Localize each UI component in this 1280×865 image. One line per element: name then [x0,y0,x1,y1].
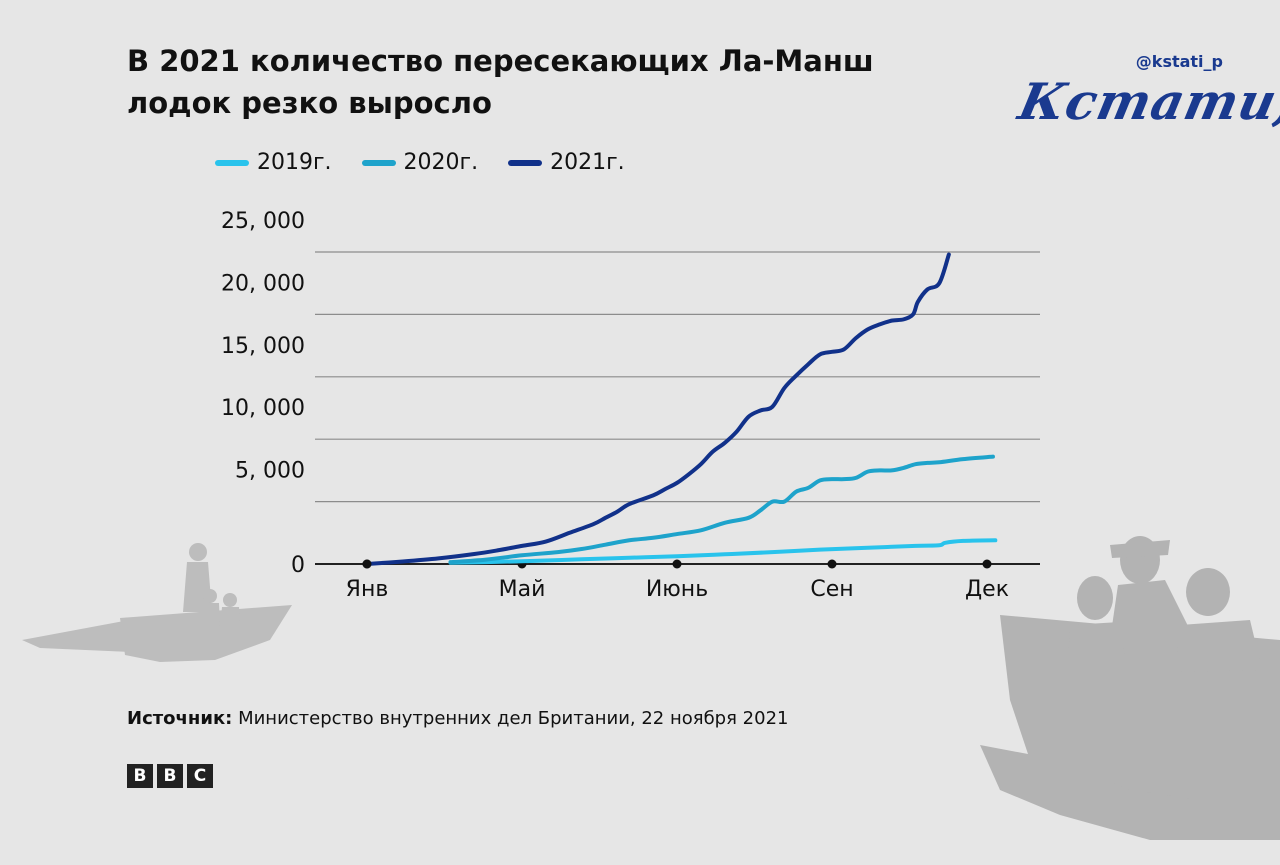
chart-legend: 2019г. 2020г. 2021г. [215,150,625,175]
series-line-2021г. [365,252,951,566]
legend-label: 2020г. [403,150,479,175]
y-tick-label: 0 [291,553,305,578]
bbc-letter: B [127,764,153,788]
y-tick-label: 10, 000 [221,396,305,421]
x-tick-label: Май [499,577,546,602]
bbc-letter: B [157,764,183,788]
legend-swatch [361,159,396,166]
series-line-2020г. [448,454,995,565]
x-tick-dot [982,559,992,569]
x-tick-label: Дек [965,577,1009,602]
legend-item: 2020г. [361,150,479,175]
x-tick-dot [362,559,372,569]
legend-label: 2021г. [550,150,625,175]
right-boat-silhouette [980,536,1280,840]
title-line-1: В 2021 количество пересекающих Ла-Манш [127,44,874,78]
legend-swatch [215,159,249,166]
x-tick-label: Янв [346,577,389,602]
left-boat-silhouette [22,543,292,662]
title-line-2: лодок резко выросло [127,86,492,120]
y-tick-label: 25, 000 [221,209,305,234]
x-tick-dot [827,559,837,569]
legend-label: 2019г. [257,150,332,175]
y-tick-label: 15, 000 [221,334,305,359]
x-tick-label: Сен [810,577,853,602]
legend-swatch [508,159,543,166]
bbc-letter: C [187,764,213,788]
y-tick-label: 20, 000 [221,271,305,296]
source-label: Источник: [127,708,233,729]
source-text: Министерство внутренних дел Британии, 22… [232,708,789,729]
x-tick-dot [672,559,682,569]
x-tick-label: Июнь [646,577,708,602]
series-line-2019г. [448,538,998,565]
y-tick-label: 5, 000 [235,459,305,484]
source-note: Источник: Министерство внутренних дел Бр… [127,708,788,729]
chart-title: В 2021 количество пересекающих Ла-Манш л… [127,40,887,124]
legend-item: 2019г. [215,150,332,175]
social-handle: @kstati_p [1135,52,1223,71]
legend-item: 2021г. [508,150,625,175]
